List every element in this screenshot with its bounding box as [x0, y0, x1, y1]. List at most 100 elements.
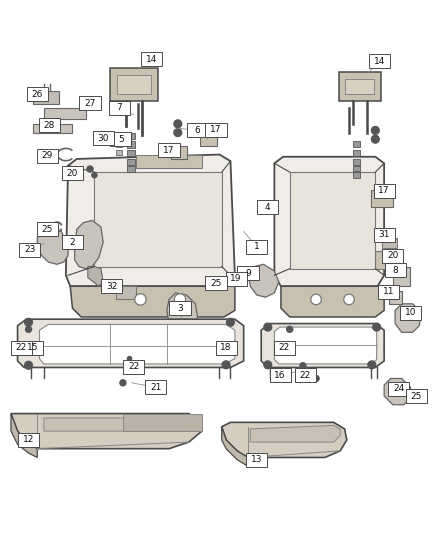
- Text: 4: 4: [265, 203, 270, 212]
- Text: 22: 22: [299, 371, 310, 380]
- Circle shape: [173, 128, 181, 136]
- FancyBboxPatch shape: [269, 368, 290, 382]
- Polygon shape: [117, 75, 150, 94]
- Circle shape: [25, 318, 32, 326]
- Text: 3: 3: [177, 304, 183, 313]
- Text: 23: 23: [24, 245, 35, 254]
- Bar: [127, 159, 135, 165]
- FancyBboxPatch shape: [27, 87, 48, 101]
- Polygon shape: [221, 422, 346, 457]
- FancyBboxPatch shape: [109, 101, 130, 115]
- Polygon shape: [44, 108, 85, 119]
- Polygon shape: [123, 414, 201, 431]
- Polygon shape: [383, 378, 410, 405]
- FancyBboxPatch shape: [101, 279, 122, 293]
- FancyBboxPatch shape: [158, 143, 179, 157]
- FancyBboxPatch shape: [123, 360, 144, 374]
- Text: 2: 2: [70, 238, 75, 247]
- Text: 7: 7: [116, 103, 122, 112]
- FancyBboxPatch shape: [18, 433, 39, 447]
- Polygon shape: [33, 124, 72, 133]
- FancyBboxPatch shape: [368, 54, 389, 68]
- FancyBboxPatch shape: [205, 123, 226, 136]
- Bar: [127, 150, 135, 156]
- Circle shape: [343, 294, 353, 305]
- Polygon shape: [199, 128, 217, 146]
- Text: 26: 26: [32, 90, 43, 99]
- Bar: [127, 141, 135, 148]
- FancyBboxPatch shape: [381, 248, 403, 263]
- Text: 28: 28: [43, 120, 55, 130]
- FancyBboxPatch shape: [246, 453, 267, 467]
- Polygon shape: [44, 418, 195, 431]
- FancyBboxPatch shape: [215, 341, 236, 355]
- Bar: [127, 133, 135, 139]
- Text: 20: 20: [67, 169, 78, 178]
- Circle shape: [92, 173, 97, 178]
- FancyBboxPatch shape: [387, 382, 408, 395]
- Circle shape: [367, 361, 375, 369]
- FancyBboxPatch shape: [22, 341, 43, 355]
- Polygon shape: [381, 238, 396, 248]
- Circle shape: [222, 361, 230, 369]
- Text: 10: 10: [404, 308, 415, 317]
- Text: 29: 29: [42, 151, 53, 160]
- Circle shape: [372, 323, 380, 331]
- Text: 24: 24: [392, 384, 403, 393]
- Polygon shape: [261, 324, 383, 367]
- Polygon shape: [33, 91, 59, 104]
- Bar: [116, 141, 121, 147]
- Text: 8: 8: [391, 265, 397, 274]
- Polygon shape: [374, 251, 392, 269]
- FancyBboxPatch shape: [19, 243, 40, 257]
- Text: 20: 20: [386, 251, 398, 260]
- Text: 1: 1: [253, 242, 259, 251]
- FancyBboxPatch shape: [92, 131, 113, 146]
- Circle shape: [25, 361, 32, 369]
- Bar: [353, 159, 360, 165]
- FancyBboxPatch shape: [62, 166, 83, 181]
- Polygon shape: [201, 335, 228, 363]
- Polygon shape: [338, 72, 380, 101]
- Text: 32: 32: [106, 282, 117, 291]
- Bar: [116, 150, 121, 156]
- Circle shape: [87, 166, 93, 172]
- FancyBboxPatch shape: [373, 184, 394, 198]
- Polygon shape: [136, 155, 201, 168]
- FancyBboxPatch shape: [237, 266, 258, 280]
- Bar: [127, 166, 135, 172]
- Circle shape: [226, 318, 234, 326]
- Circle shape: [174, 294, 185, 305]
- Text: 16: 16: [274, 371, 285, 380]
- FancyBboxPatch shape: [373, 228, 394, 242]
- Polygon shape: [11, 414, 201, 449]
- FancyBboxPatch shape: [384, 263, 405, 277]
- Text: 12: 12: [23, 435, 34, 445]
- Polygon shape: [221, 427, 247, 466]
- Text: 25: 25: [210, 279, 221, 288]
- Polygon shape: [110, 68, 158, 101]
- Polygon shape: [388, 290, 401, 304]
- Polygon shape: [66, 155, 234, 286]
- Polygon shape: [18, 319, 243, 367]
- Circle shape: [389, 251, 395, 256]
- FancyBboxPatch shape: [169, 301, 190, 315]
- Bar: [353, 150, 360, 156]
- FancyBboxPatch shape: [62, 236, 83, 249]
- Bar: [353, 166, 360, 171]
- Text: 6: 6: [194, 126, 200, 135]
- Text: 17: 17: [378, 187, 389, 196]
- Text: 5: 5: [117, 135, 124, 144]
- FancyBboxPatch shape: [273, 341, 294, 355]
- Polygon shape: [392, 266, 410, 286]
- Circle shape: [312, 375, 318, 382]
- Polygon shape: [171, 146, 186, 159]
- Text: 9: 9: [244, 269, 251, 278]
- FancyBboxPatch shape: [225, 272, 246, 286]
- Polygon shape: [345, 78, 374, 94]
- Circle shape: [299, 362, 305, 369]
- Text: 25: 25: [42, 225, 53, 233]
- Text: 17: 17: [163, 146, 174, 155]
- Text: 14: 14: [373, 56, 385, 66]
- Polygon shape: [166, 293, 197, 333]
